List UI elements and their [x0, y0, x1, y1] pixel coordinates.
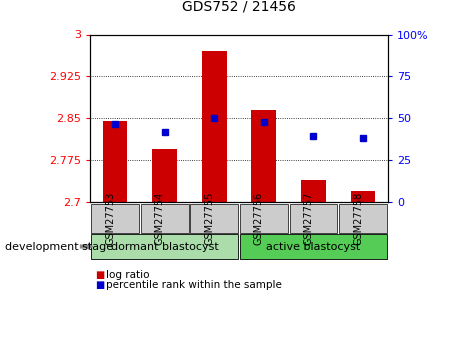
Bar: [103, 121, 128, 202]
Text: percentile rank within the sample: percentile rank within the sample: [106, 280, 282, 290]
Text: ■: ■: [95, 270, 104, 280]
Text: active blastocyst: active blastocyst: [267, 241, 360, 252]
Text: log ratio: log ratio: [106, 270, 149, 280]
Text: ■: ■: [95, 280, 104, 290]
Bar: [252, 110, 276, 202]
Text: GDS752 / 21456: GDS752 / 21456: [182, 0, 296, 14]
Text: GSM27758: GSM27758: [353, 191, 363, 245]
Bar: [351, 191, 376, 202]
Bar: [202, 51, 227, 202]
Text: GSM27754: GSM27754: [155, 191, 165, 245]
Text: GSM27756: GSM27756: [254, 191, 264, 245]
Text: development stage: development stage: [5, 241, 113, 252]
Text: GSM27757: GSM27757: [304, 191, 313, 245]
Bar: [301, 179, 326, 202]
Text: GSM27753: GSM27753: [105, 191, 115, 245]
Bar: [152, 149, 177, 202]
Text: dormant blastocyst: dormant blastocyst: [111, 241, 218, 252]
Text: GSM27755: GSM27755: [204, 191, 214, 245]
